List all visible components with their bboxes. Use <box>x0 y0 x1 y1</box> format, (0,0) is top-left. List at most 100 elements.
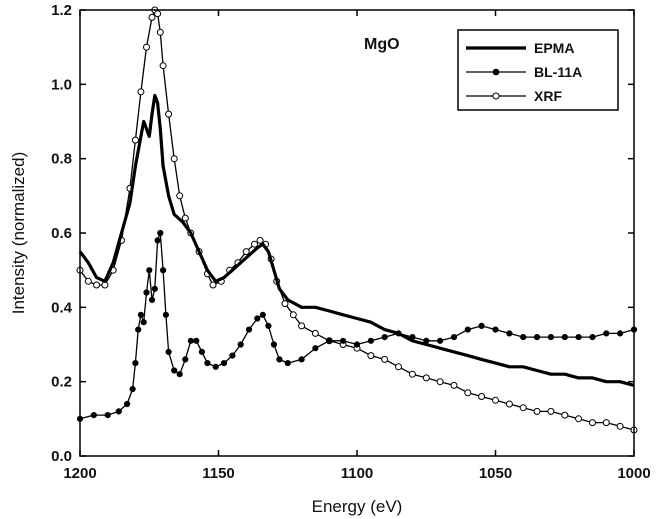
series-epma <box>78 93 635 387</box>
series-line <box>79 232 635 420</box>
data-point <box>506 330 513 337</box>
data-point <box>259 311 266 318</box>
data-point <box>154 10 162 18</box>
data-point <box>198 348 205 355</box>
data-point <box>124 400 131 408</box>
data-point <box>220 360 228 367</box>
data-point <box>212 363 219 370</box>
data-point <box>129 386 136 393</box>
data-point <box>148 296 156 303</box>
x-axis-label: Energy (eV) <box>312 497 403 516</box>
x-tick-label: 1200 <box>63 465 96 482</box>
legend-label: BL-11A <box>534 64 582 80</box>
data-point <box>561 334 568 341</box>
data-point <box>154 237 161 244</box>
data-point <box>132 360 139 367</box>
data-point <box>115 408 122 415</box>
data-point <box>311 329 319 337</box>
y-tick-label: 0.0 <box>51 448 72 465</box>
data-point <box>254 315 261 322</box>
data-point <box>160 267 167 274</box>
data-point <box>170 155 178 163</box>
data-point <box>298 356 305 363</box>
data-point <box>561 411 569 419</box>
data-point <box>589 419 596 427</box>
data-point <box>422 374 430 382</box>
data-point <box>326 337 333 344</box>
legend-marker <box>492 92 500 100</box>
data-point <box>165 110 173 118</box>
legend-items: EPMA BL-11A XRF <box>466 40 582 104</box>
data-point <box>182 356 189 363</box>
series-bl-11a <box>76 229 638 422</box>
data-point <box>148 13 156 21</box>
data-point <box>533 407 541 415</box>
data-point <box>437 337 444 344</box>
y-tick-label: 0.6 <box>51 225 72 242</box>
data-point <box>478 393 486 400</box>
y-tick-label: 1.2 <box>51 2 72 19</box>
data-point <box>367 352 375 360</box>
data-point <box>408 370 416 378</box>
data-point <box>589 334 596 341</box>
data-point <box>162 311 169 318</box>
data-point <box>237 341 244 348</box>
legend-item-bl-11a: BL-11A <box>466 64 582 80</box>
data-point <box>547 334 555 341</box>
y-tick-label: 0.2 <box>51 374 72 391</box>
y-tick-label: 0.4 <box>51 299 73 316</box>
sample-annotation: MgO <box>364 36 400 53</box>
data-point <box>256 236 264 244</box>
data-point <box>381 355 389 363</box>
y-tick-label: 1.0 <box>51 76 72 93</box>
data-point <box>265 322 272 329</box>
data-point <box>84 277 92 285</box>
data-point <box>137 88 145 96</box>
data-point <box>289 311 297 319</box>
data-point <box>187 337 194 344</box>
data-point <box>143 289 150 296</box>
data-point <box>151 285 158 292</box>
data-point <box>603 330 610 337</box>
data-point <box>165 348 172 355</box>
x-tick-label: 1000 <box>617 465 650 482</box>
data-point <box>146 267 153 274</box>
data-point <box>298 322 306 330</box>
x-tick-label: 1150 <box>202 465 235 482</box>
data-point <box>251 240 258 248</box>
data-point <box>547 407 555 415</box>
data-point <box>171 367 178 374</box>
data-point <box>617 330 624 337</box>
data-point <box>602 419 610 427</box>
data-point <box>209 281 217 289</box>
data-point <box>450 381 458 389</box>
data-point <box>575 334 582 341</box>
data-point <box>193 337 200 344</box>
data-point <box>176 192 184 200</box>
data-point <box>519 404 527 412</box>
data-point <box>575 415 583 423</box>
data-point <box>140 319 147 326</box>
data-point <box>505 400 513 408</box>
data-point <box>533 334 541 341</box>
x-tick-label: 1050 <box>479 465 512 482</box>
legend-item-epma: EPMA <box>466 40 574 56</box>
data-point <box>520 334 527 341</box>
data-point <box>90 412 97 419</box>
data-point <box>143 43 150 51</box>
data-point <box>242 248 250 256</box>
data-point <box>104 412 111 419</box>
data-point <box>93 281 101 289</box>
data-point <box>135 326 142 333</box>
data-point <box>176 371 183 378</box>
data-point <box>464 389 472 397</box>
legend-label: EPMA <box>534 40 574 56</box>
data-point <box>245 326 253 333</box>
x-tick-label: 1100 <box>341 465 374 482</box>
data-point <box>101 281 109 289</box>
data-point <box>157 229 164 237</box>
data-point <box>492 326 499 333</box>
legend: EPMA BL-11A XRF <box>457 29 619 111</box>
data-point <box>312 345 319 352</box>
